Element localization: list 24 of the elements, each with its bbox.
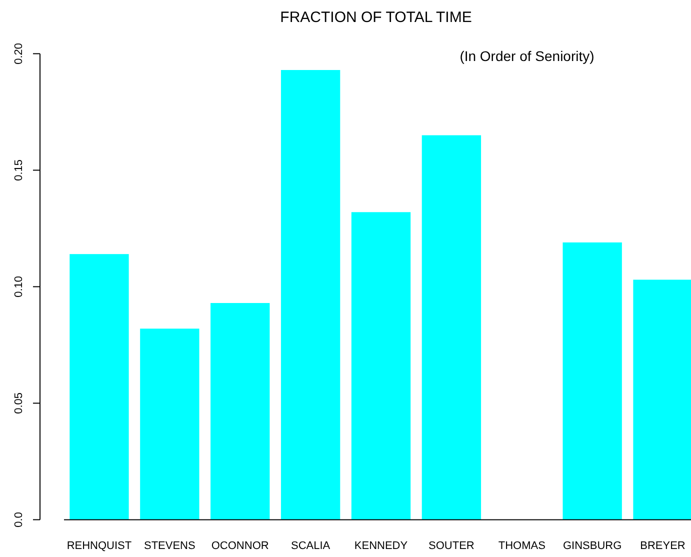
bar <box>140 328 200 520</box>
x-tick-label: SOUTER <box>428 540 474 552</box>
y-tick-label: 0.15 <box>13 159 25 181</box>
bar <box>280 70 340 520</box>
annotation: (In Order of Seniority) <box>460 48 594 64</box>
y-tick-label: 0.0 <box>13 512 25 528</box>
x-tick-label: BREYER <box>640 540 686 552</box>
x-tick-label: SCALIA <box>290 540 331 552</box>
bar <box>422 135 482 520</box>
y-tick-label: 0.05 <box>13 392 25 414</box>
y-tick-label: 0.10 <box>13 276 25 298</box>
bar <box>351 212 411 520</box>
bar <box>562 242 622 520</box>
bar <box>70 254 129 520</box>
x-tick-label: STEVENS <box>144 540 196 552</box>
bar <box>210 303 270 520</box>
x-tick-label: GINSBURG <box>562 540 622 552</box>
x-tick-label: KENNEDY <box>354 540 408 552</box>
x-tick-label: REHNQUIST <box>66 540 132 552</box>
bar <box>633 280 691 520</box>
chart-title: FRACTION OF TOTAL TIME <box>280 9 472 26</box>
x-tick-label: OCONNOR <box>211 540 269 552</box>
x-tick-label: THOMAS <box>498 540 546 552</box>
y-tick-label: 0.20 <box>13 42 25 64</box>
